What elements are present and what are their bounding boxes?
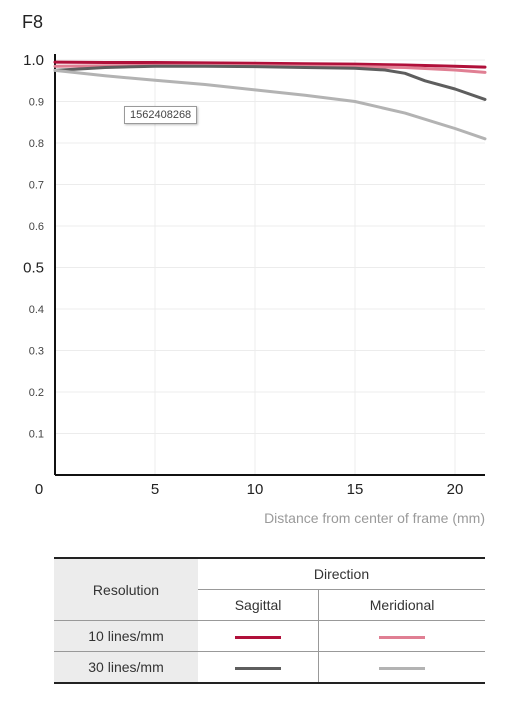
y-tick-label: 0.2 — [29, 387, 44, 399]
legend-table: Resolution Direction Sagittal Meridional… — [54, 557, 485, 684]
y-tick-label: 0.9 — [29, 97, 44, 109]
direction-header: Direction — [198, 557, 485, 590]
swatch-10-meridional — [379, 635, 426, 639]
value-tooltip: 1562408268 — [124, 106, 198, 124]
x-tick-label: 0 — [35, 481, 43, 498]
row-label-30: 30 lines/mm — [54, 651, 198, 684]
y-tick-label: 0.7 — [29, 180, 44, 192]
sagittal-header: Sagittal — [198, 589, 320, 621]
chart-title: F8 — [22, 12, 44, 32]
y-tick-label: 0.6 — [29, 221, 44, 233]
row-label-10: 10 lines/mm — [54, 620, 198, 652]
x-tick-label: 10 — [247, 481, 264, 498]
x-tick-label: 5 — [151, 481, 159, 498]
x-tick-label: 20 — [447, 481, 464, 498]
x-tick-label: 15 — [347, 481, 364, 498]
resolution-header: Resolution — [54, 557, 198, 621]
swatch-30-meridional — [379, 666, 426, 670]
y-tick-label: 1.0 — [23, 52, 44, 69]
legend-row-30: 30 lines/mm — [54, 651, 485, 684]
x-axis-label: Distance from center of frame (mm) — [264, 510, 485, 526]
y-tick-label: 0.3 — [29, 346, 44, 358]
legend-row-10: 10 lines/mm — [54, 620, 485, 652]
meridional-header: Meridional — [369, 597, 435, 613]
y-tick-label: 0.8 — [29, 138, 44, 150]
series-line-1 — [53, 60, 487, 69]
y-tick-label: 0.5 — [23, 260, 44, 277]
series-line-4 — [53, 68, 487, 141]
mtf-chart: 1.0 0.9 0.8 0.7 0.6 0.5 0.4 0.3 0.2 0.1 0 5 10 15 20 Di… — [23, 52, 487, 526]
swatch-10-sagittal — [235, 635, 282, 639]
swatch-30-sagittal — [235, 666, 282, 670]
y-tick-label: 0.4 — [29, 304, 44, 316]
series-line-3 — [53, 64, 487, 101]
y-tick-label: 0.1 — [29, 429, 44, 441]
